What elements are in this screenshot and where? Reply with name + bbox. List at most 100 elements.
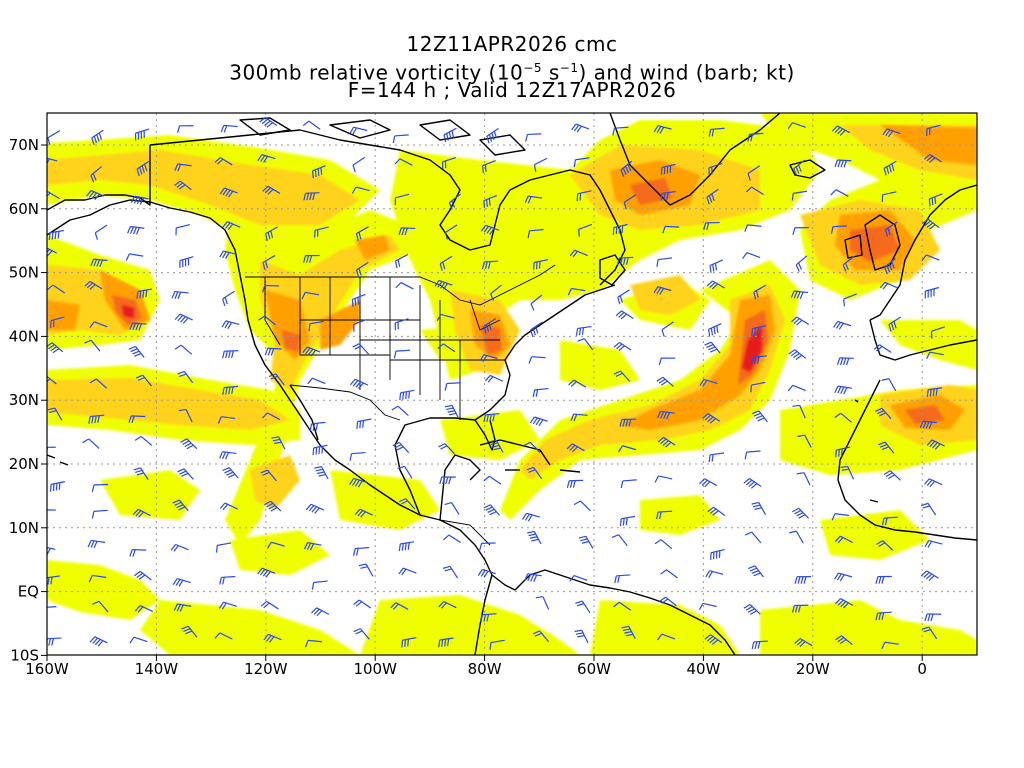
wind-barb [532, 387, 549, 398]
wind-barb [619, 515, 636, 527]
wind-barb [569, 249, 588, 258]
wind-barb [789, 530, 804, 544]
wind-barb [92, 600, 109, 613]
lat-label: 10N [9, 519, 39, 537]
wind-barb [175, 223, 190, 236]
wind-barb [439, 255, 453, 271]
wind-barb [623, 194, 637, 210]
wind-barb [791, 604, 809, 613]
lat-label: 70N [9, 136, 39, 154]
wind-barb [873, 344, 892, 353]
wind-barb [573, 500, 591, 512]
wind-barb [219, 187, 238, 198]
wind-barb [661, 321, 674, 337]
title-line-1: 12Z11APR2026 cmc [406, 32, 618, 56]
wind-barb [349, 477, 368, 488]
wind-barb [484, 374, 504, 383]
wind-barb [791, 316, 810, 326]
wind-barb [479, 542, 496, 551]
wind-barb [174, 344, 193, 355]
wind-barb [926, 351, 944, 359]
wind-barb [831, 513, 849, 521]
wind-barb [659, 596, 677, 607]
title-exp-2: −1 [559, 61, 579, 75]
wind-barb [875, 611, 892, 621]
wind-barb [47, 284, 65, 294]
wind-barb [611, 534, 628, 547]
wind-barb [620, 479, 637, 489]
wind-barb [394, 318, 409, 331]
wind-barb [217, 416, 236, 424]
wind-barb [89, 636, 108, 647]
wind-barb [172, 577, 191, 587]
wind-barb [177, 125, 194, 133]
wind-barb [750, 381, 766, 393]
wind-barb [569, 574, 588, 582]
wind-barb [47, 446, 56, 453]
wind-barb [303, 254, 320, 263]
wind-barb [530, 294, 543, 311]
wind-barb [308, 320, 324, 332]
wind-barb [613, 341, 632, 351]
wind-barb [879, 281, 898, 290]
wind-barb [704, 634, 723, 645]
wind-barb [831, 125, 850, 136]
wind-barb [578, 223, 593, 237]
wind-barb [438, 637, 454, 648]
wind-barb [47, 606, 57, 608]
wind-barb [394, 193, 410, 206]
wind-barb [710, 548, 725, 560]
wind-barb [744, 224, 762, 232]
wind-barb [709, 259, 724, 273]
title-line-2-b: s [541, 60, 560, 85]
wind-barb [258, 315, 276, 326]
wind-barb [568, 379, 587, 388]
wind-barb [888, 316, 902, 332]
wind-barb [353, 599, 372, 609]
wind-barb [526, 466, 543, 480]
wind-barb [395, 282, 414, 290]
wind-barb [660, 190, 676, 201]
wind-barb [747, 565, 764, 578]
wind-barb [575, 600, 591, 614]
wind-barb [921, 254, 940, 262]
wind-barb [90, 258, 108, 268]
wind-barb [883, 470, 901, 481]
wind-barb [448, 193, 461, 210]
wind-barb [170, 543, 189, 552]
wind-barb [129, 636, 148, 644]
wind-barb [616, 256, 634, 266]
wind-barb [136, 160, 150, 177]
wind-barb [443, 127, 457, 143]
wind-barb [656, 257, 673, 267]
wind-barb [401, 637, 417, 648]
wind-barb [928, 193, 943, 207]
wind-barb [566, 479, 584, 488]
wind-barb [128, 345, 145, 358]
wind-barb [129, 322, 147, 331]
lat-label: 30N [9, 391, 39, 409]
wind-barb [614, 574, 631, 584]
wind-barb [91, 483, 109, 493]
lon-label: 140W [135, 660, 179, 678]
wind-barb [47, 130, 61, 145]
wind-barb [706, 280, 725, 290]
wind-barb [352, 343, 369, 355]
wind-barb [881, 641, 899, 650]
wind-barb [618, 445, 637, 453]
wind-barb [795, 255, 808, 272]
wind-barb [479, 354, 498, 363]
wind-barb [311, 580, 328, 590]
wind-barb [747, 165, 761, 181]
wind-barb [47, 575, 60, 585]
wind-barb [834, 535, 854, 544]
wind-barb [260, 600, 279, 610]
wind-barb [921, 218, 940, 230]
wind-barb [794, 576, 812, 584]
wind-barb [660, 569, 678, 579]
lon-label: 40W [686, 660, 720, 678]
wind-barb [575, 325, 592, 336]
wind-barb [707, 506, 726, 516]
wind-barb [262, 284, 279, 293]
wind-barb [355, 261, 369, 278]
